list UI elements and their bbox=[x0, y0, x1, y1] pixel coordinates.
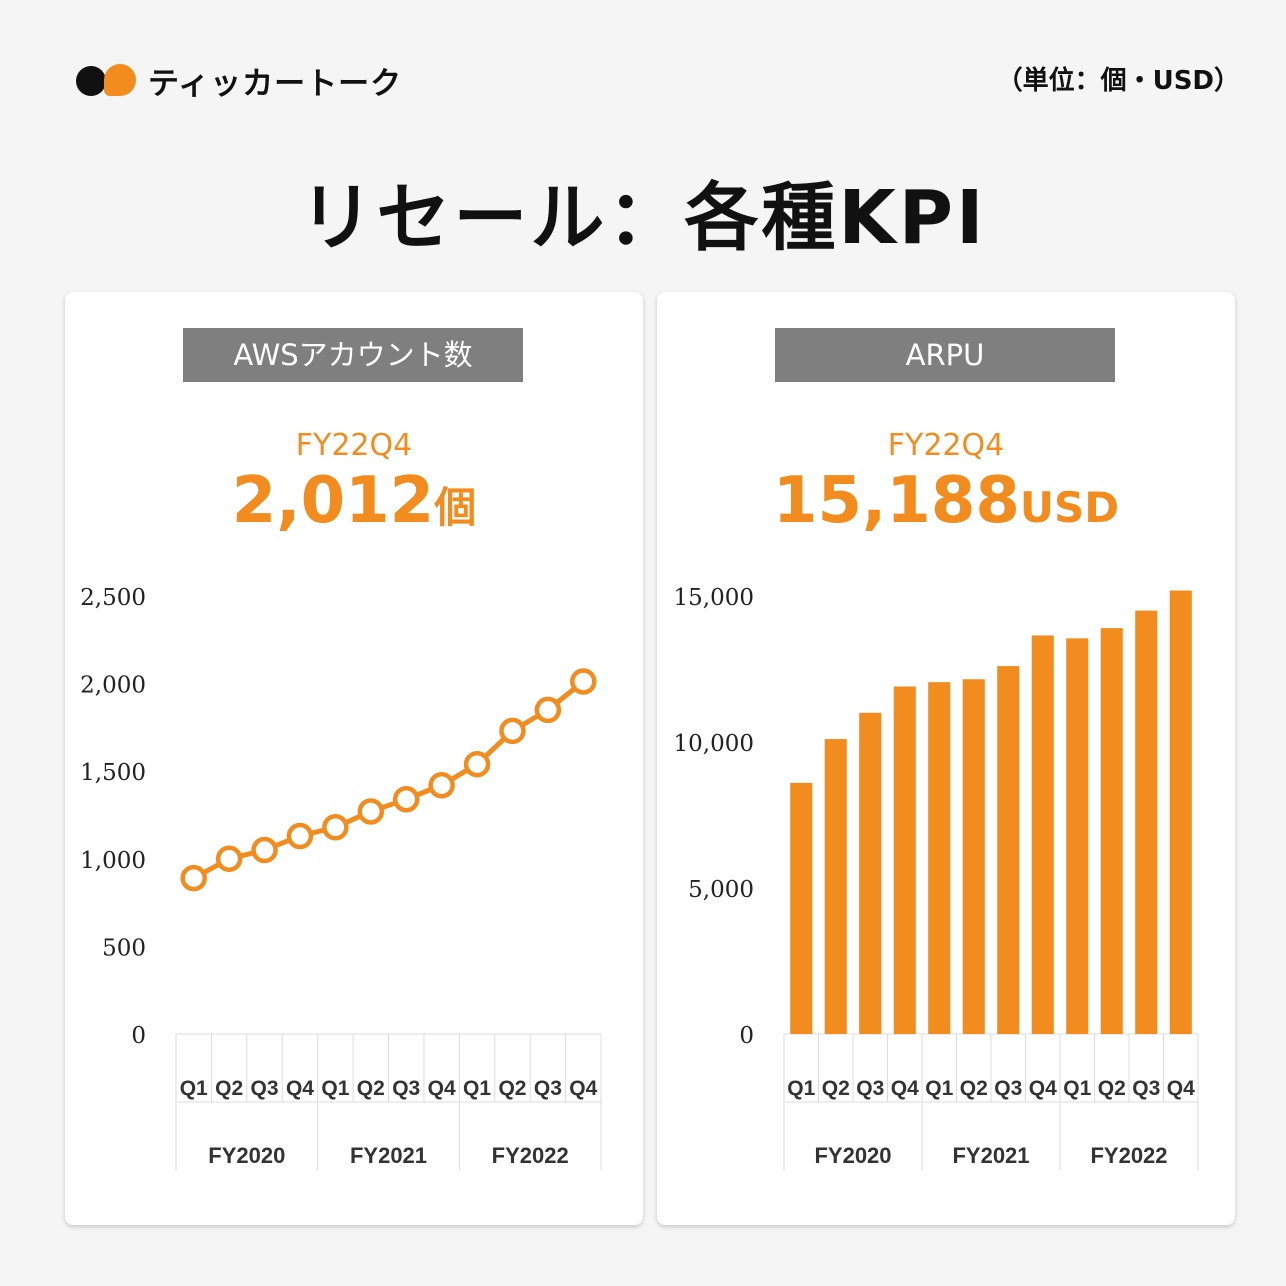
x-tick-label: Q2 bbox=[357, 1077, 385, 1100]
aws-accounts-kpi-value: 2,012 bbox=[231, 464, 435, 538]
aws-accounts-kpi-unit: 個 bbox=[434, 483, 477, 532]
x-tick-label: Q4 bbox=[286, 1077, 314, 1100]
x-group-label: FY2021 bbox=[350, 1143, 427, 1168]
y-tick-label: 2,500 bbox=[80, 585, 146, 611]
bar bbox=[997, 666, 1020, 1034]
arpu-kpi-value: 15,188 bbox=[772, 464, 1020, 538]
x-tick-label: Q4 bbox=[1167, 1077, 1195, 1100]
x-group-label: FY2022 bbox=[1090, 1143, 1167, 1168]
x-tick-label: Q2 bbox=[215, 1077, 243, 1100]
arpu-card: ARPU FY22Q4 15,188USD 0 5,000 10,000 15,000… bbox=[657, 292, 1235, 1225]
aws-accounts-kpi: 2,012個 bbox=[65, 464, 643, 538]
data-point bbox=[215, 845, 243, 873]
brand-name: ティッカートーク bbox=[148, 66, 403, 102]
x-group-label: FY2020 bbox=[208, 1143, 285, 1168]
x-tick-label: Q3 bbox=[251, 1077, 279, 1100]
x-tick-label: Q3 bbox=[994, 1077, 1022, 1100]
y-tick-label: 10,000 bbox=[674, 731, 754, 757]
x-group-label: FY2022 bbox=[492, 1143, 569, 1168]
bar bbox=[1031, 635, 1054, 1034]
x-tick-label: Q4 bbox=[428, 1077, 456, 1100]
bar bbox=[859, 712, 882, 1034]
data-point bbox=[428, 771, 455, 799]
aws-accounts-period: FY22Q4 bbox=[295, 428, 413, 463]
aws-accounts-card: AWSアカウント数 FY22Q4 2,012個 0 500 1,000 1,500 2,… bbox=[65, 292, 643, 1225]
y-tick-label: 1,000 bbox=[80, 848, 146, 874]
data-point bbox=[286, 822, 314, 850]
x-tick-label: Q4 bbox=[569, 1077, 597, 1100]
bar bbox=[1066, 638, 1089, 1034]
data-point bbox=[357, 798, 385, 825]
x-tick-label: Q4 bbox=[891, 1077, 919, 1100]
unit-note: （単位：個・USD） bbox=[996, 66, 1240, 96]
data-point bbox=[570, 668, 597, 695]
arpu-kpi: 15,188USD bbox=[657, 464, 1235, 538]
x-tick-label: Q2 bbox=[960, 1077, 988, 1100]
arpu-header: ARPU bbox=[775, 328, 1115, 382]
x-tick-label: Q1 bbox=[180, 1077, 208, 1100]
x-tick-label: Q3 bbox=[1132, 1077, 1160, 1100]
y-tick-label: 500 bbox=[102, 935, 146, 961]
data-point bbox=[392, 785, 420, 813]
y-tick-label: 2,000 bbox=[80, 673, 146, 699]
x-group-label: FY2021 bbox=[952, 1143, 1029, 1168]
aws-accounts-line-chart: 0 500 1,000 1,500 2,000 2,500 Q1 Q2 Q3 Q4 Q1 Q2 Q3 Q4… bbox=[80, 585, 602, 1170]
x-tick-label: Q1 bbox=[787, 1077, 815, 1100]
x-tick-label: Q3 bbox=[392, 1077, 420, 1100]
arpu-kpi-unit: USD bbox=[1019, 483, 1120, 532]
x-tick-label: Q1 bbox=[925, 1077, 953, 1100]
data-point bbox=[180, 864, 207, 892]
brand: ティッカートーク bbox=[76, 58, 402, 103]
bar bbox=[928, 682, 951, 1034]
bar bbox=[824, 739, 847, 1034]
y-tick-label: 0 bbox=[131, 1023, 146, 1049]
x-tick-label: Q2 bbox=[822, 1077, 850, 1100]
x-tick-label: Q1 bbox=[1063, 1077, 1091, 1100]
y-tick-label: 0 bbox=[739, 1023, 754, 1049]
x-tick-label: Q2 bbox=[1098, 1077, 1126, 1100]
data-point bbox=[463, 750, 491, 778]
y-tick-label: 15,000 bbox=[674, 585, 754, 611]
y-tick-label: 5,000 bbox=[688, 877, 754, 903]
bar bbox=[893, 686, 916, 1034]
data-point bbox=[534, 696, 562, 724]
page-title: リセール：各種KPI bbox=[299, 175, 987, 261]
x-tick-label: Q1 bbox=[463, 1077, 491, 1100]
data-point bbox=[499, 717, 526, 745]
bar bbox=[962, 679, 985, 1034]
bar bbox=[1135, 610, 1158, 1034]
x-tick-label: Q3 bbox=[534, 1077, 562, 1100]
arpu-period: FY22Q4 bbox=[887, 428, 1005, 463]
x-tick-label: Q4 bbox=[1029, 1077, 1057, 1100]
x-tick-label: Q1 bbox=[321, 1077, 349, 1100]
brand-logo-icon bbox=[76, 63, 138, 99]
aws-accounts-header: AWSアカウント数 bbox=[183, 328, 523, 382]
bar bbox=[1169, 590, 1192, 1034]
arpu-bar-chart: 0 5,000 10,000 15,000 Q1 Q2 Q3 Q4 Q1 Q2 Q3 Q4 Q1 Q2 Q3… bbox=[674, 585, 1199, 1170]
bar bbox=[1100, 628, 1123, 1034]
data-point bbox=[251, 836, 278, 864]
x-tick-label: Q2 bbox=[498, 1077, 526, 1100]
data-point bbox=[322, 814, 349, 841]
y-tick-label: 1,500 bbox=[80, 760, 146, 786]
bar bbox=[790, 782, 813, 1034]
x-group-label: FY2020 bbox=[814, 1143, 891, 1168]
x-tick-label: Q3 bbox=[856, 1077, 884, 1100]
